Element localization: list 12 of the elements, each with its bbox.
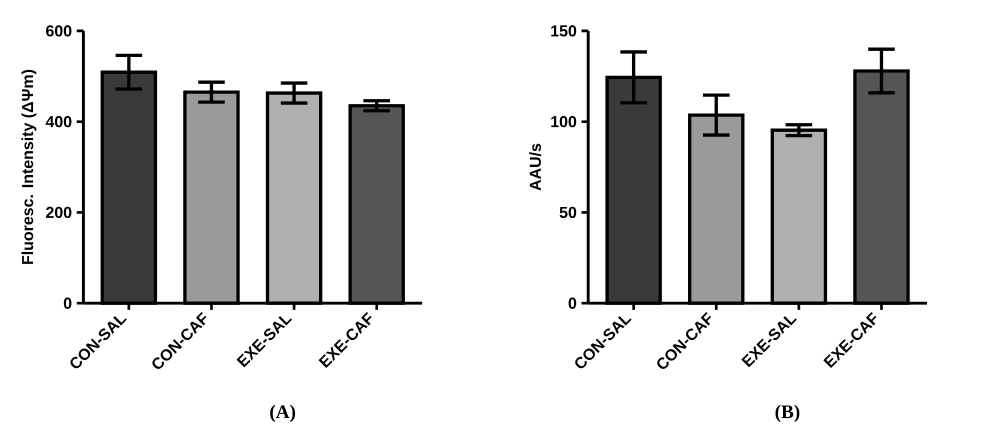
y-tick-label: 100 (551, 116, 576, 128)
y-tick-label: 50 (560, 206, 576, 218)
y-tick-label: 150 (551, 25, 576, 36)
y-tick-label: 600 (46, 25, 72, 36)
y-tick-label: 0 (64, 297, 72, 309)
text: (B) (776, 404, 800, 422)
text: (A) (270, 404, 296, 422)
y-axis-title: AAU/s (529, 144, 542, 190)
y-axis-title: Fluoresc. Intensity (ΔΨm) (22, 70, 36, 264)
y-tick-label: 400 (46, 116, 72, 128)
y-tick-label: 0 (568, 297, 576, 309)
y-tick-label: 200 (46, 206, 72, 218)
